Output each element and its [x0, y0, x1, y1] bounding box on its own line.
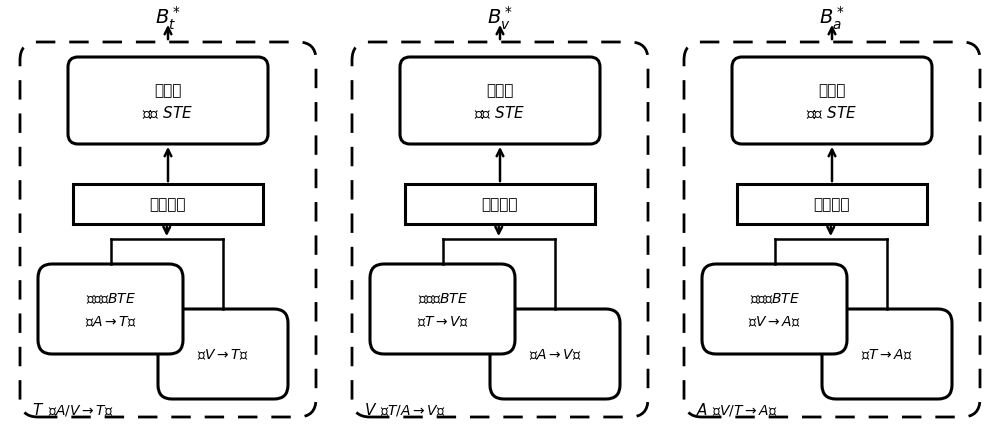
Text: 注意 $STE$: 注意 $STE$: [806, 104, 858, 120]
FancyBboxPatch shape: [732, 58, 932, 144]
Text: 张量拼接: 张量拼接: [150, 197, 186, 212]
FancyBboxPatch shape: [400, 58, 600, 144]
FancyBboxPatch shape: [68, 58, 268, 144]
Text: （$T\rightarrow A$）: （$T\rightarrow A$）: [861, 347, 913, 362]
Text: $V$: $V$: [364, 401, 377, 417]
Text: （$A\rightarrow V$）: （$A\rightarrow V$）: [529, 347, 581, 362]
Text: $A$: $A$: [696, 401, 708, 417]
Text: （$V\rightarrow A$）: （$V\rightarrow A$）: [748, 314, 801, 329]
Bar: [737, 184, 927, 224]
Text: （$T/A\rightarrow V$）: （$T/A\rightarrow V$）: [380, 402, 446, 417]
Text: 模态间$BTE$: 模态间$BTE$: [86, 291, 135, 306]
Text: $B_v^*$: $B_v^*$: [487, 4, 513, 32]
FancyBboxPatch shape: [370, 264, 515, 354]
FancyBboxPatch shape: [702, 264, 847, 354]
Text: $B_a^*$: $B_a^*$: [819, 4, 845, 32]
FancyBboxPatch shape: [158, 309, 288, 399]
Text: （$A\rightarrow T$）: （$A\rightarrow T$）: [85, 314, 136, 329]
Text: 注意 $STE$: 注意 $STE$: [474, 104, 526, 120]
Text: $T$: $T$: [32, 401, 44, 417]
Text: 注意 $STE$: 注意 $STE$: [142, 104, 194, 120]
FancyBboxPatch shape: [822, 309, 952, 399]
Text: 全局自: 全局自: [486, 83, 514, 98]
FancyBboxPatch shape: [490, 309, 620, 399]
Bar: [405, 184, 595, 224]
Text: 全局自: 全局自: [154, 83, 182, 98]
Text: 模态间$BTE$: 模态间$BTE$: [750, 291, 799, 306]
FancyBboxPatch shape: [352, 43, 648, 417]
Text: 模态间$BTE$: 模态间$BTE$: [418, 291, 467, 306]
Text: （$V/T\rightarrow A$）: （$V/T\rightarrow A$）: [712, 402, 778, 417]
FancyBboxPatch shape: [684, 43, 980, 417]
FancyBboxPatch shape: [20, 43, 316, 417]
FancyBboxPatch shape: [38, 264, 183, 354]
Text: （$A/V\rightarrow T$）: （$A/V\rightarrow T$）: [48, 402, 114, 417]
Bar: [73, 184, 263, 224]
Text: （$T\rightarrow V$）: （$T\rightarrow V$）: [417, 314, 468, 329]
Text: （$V\rightarrow T$）: （$V\rightarrow T$）: [197, 347, 249, 362]
Text: $B_t^*$: $B_t^*$: [155, 4, 181, 32]
Text: 张量拼接: 张量拼接: [482, 197, 518, 212]
Text: 张量拼接: 张量拼接: [814, 197, 850, 212]
Text: 全局自: 全局自: [818, 83, 846, 98]
